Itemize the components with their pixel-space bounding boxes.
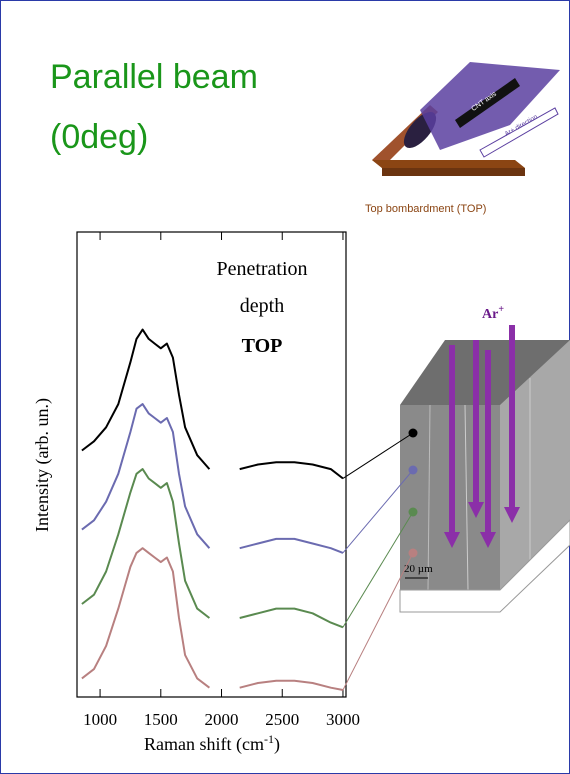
x-tick-label: 2000 <box>205 710 239 729</box>
ion-label-sup: + <box>498 304 504 315</box>
plate <box>372 160 525 168</box>
annotation: TOP <box>242 335 283 357</box>
title-line: Parallel beam <box>50 58 258 96</box>
plate <box>382 168 525 176</box>
x-tick-label: 1000 <box>83 710 117 729</box>
y-axis-label: Intensity (arb. un.) <box>32 398 53 532</box>
caption: Top bombardment (TOP) <box>365 203 486 215</box>
x-axis-label-part: Raman shift (cm <box>144 734 264 755</box>
depth-dot <box>409 466 418 475</box>
annotation: depth <box>240 295 284 317</box>
scale-label: 20 µm <box>404 563 433 575</box>
x-axis-label-sup: -1 <box>264 732 274 746</box>
annotation: Penetration <box>216 258 307 280</box>
x-axis-label: Raman shift (cm-1) <box>144 732 280 755</box>
x-axis-label-part: ) <box>274 734 280 755</box>
ion-label-part: Ar <box>482 307 498 322</box>
x-tick-label: 1500 <box>144 710 178 729</box>
depth-dot <box>409 549 418 558</box>
depth-dot <box>409 429 418 438</box>
x-tick-label: 3000 <box>326 710 360 729</box>
slide: Parallel beam (0deg) CNT axis Ar+ direct… <box>0 0 570 774</box>
x-tick-label: 2500 <box>265 710 299 729</box>
depth-dot <box>409 508 418 517</box>
title-line: (0deg) <box>50 118 148 156</box>
